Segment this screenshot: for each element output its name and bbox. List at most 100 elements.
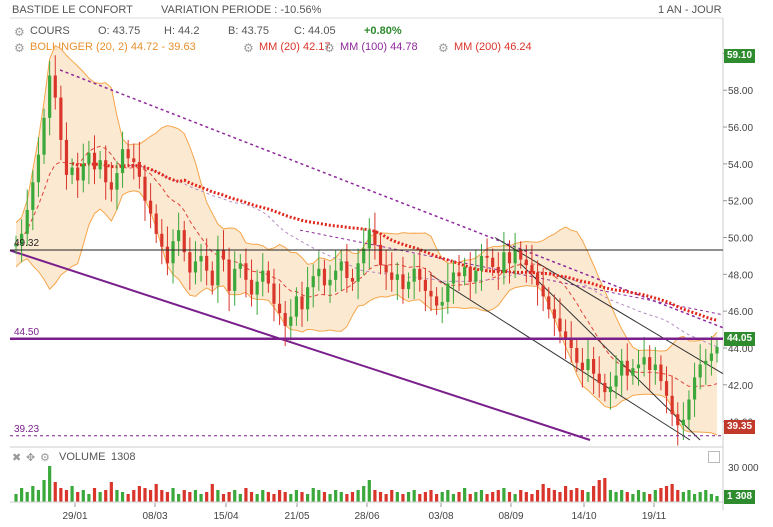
candle-body <box>143 176 147 201</box>
volume-bar <box>698 492 702 502</box>
close-icon[interactable]: ✖ <box>12 452 22 464</box>
candle-body <box>31 182 35 210</box>
indicator-legend: ⚙ BOLLINGER (20, 2) 44.72 - 39.63 ⚙ MM (… <box>0 41 730 57</box>
candle-body <box>221 250 226 260</box>
price-legend: ⚙ COURS O: 43.75 H: 44.2 B: 43.75 C: 44.… <box>0 25 730 41</box>
y-tick-label: 52.00 <box>728 197 753 208</box>
candle-body <box>378 244 383 266</box>
candle-body <box>373 230 377 245</box>
candle-body <box>664 381 669 396</box>
candle-body <box>412 268 416 282</box>
move-icon[interactable]: ✥ <box>26 452 36 464</box>
volume-bar <box>255 494 259 502</box>
candle-body <box>642 357 646 365</box>
volume-bar <box>92 488 97 502</box>
bollinger-bands <box>15 44 718 436</box>
candle-body <box>48 75 52 118</box>
candle-body <box>631 368 635 376</box>
candle-body <box>608 386 613 393</box>
bollinger-lower <box>15 190 718 436</box>
volume-bar <box>289 494 293 502</box>
bollinger-label: BOLLINGER (20, 2) 44.72 - 39.63 <box>30 41 196 53</box>
volume-bar <box>704 490 708 502</box>
candle-body <box>261 270 265 282</box>
gear-icon[interactable]: ⚙ <box>324 41 335 55</box>
candle-body <box>502 252 506 273</box>
candle-body <box>20 233 24 245</box>
candle-body <box>115 173 119 190</box>
volume-bar <box>182 490 186 502</box>
volume-value: 1308 <box>111 451 136 463</box>
gear-icon[interactable]: ⚙ <box>243 41 254 55</box>
candle-body <box>429 290 433 297</box>
candle-body <box>339 261 343 271</box>
candle-body <box>636 364 641 369</box>
volume-bar <box>221 494 226 502</box>
volume-bar <box>474 492 478 502</box>
volume-bar <box>199 494 203 502</box>
candle-body <box>277 303 282 313</box>
candle-body <box>132 158 136 163</box>
candle-body <box>188 252 192 273</box>
candle-body <box>216 250 220 286</box>
panel-toggle[interactable] <box>708 451 720 463</box>
volume-bar <box>401 494 405 502</box>
candle-body <box>244 263 248 280</box>
volume-bar <box>631 494 635 502</box>
x-tick-label: 15/04 <box>213 511 238 522</box>
candle-body <box>547 296 551 310</box>
candle-body <box>300 296 304 310</box>
volume-bar <box>390 490 394 502</box>
gear-icon[interactable]: ⚙ <box>14 25 25 39</box>
candle-body <box>496 266 500 273</box>
candle-body <box>586 359 590 371</box>
candle-body <box>552 309 556 319</box>
volume-bar <box>188 492 192 502</box>
candle-body <box>362 248 366 264</box>
volume-bar <box>681 492 685 502</box>
candle-body <box>463 266 467 277</box>
candle-body <box>137 162 141 177</box>
volume-bar <box>653 490 657 502</box>
period-selector[interactable]: 1 AN - JOUR <box>658 4 722 16</box>
volume-bar <box>569 490 573 502</box>
volume-bar <box>575 488 579 502</box>
volume-bar <box>418 494 422 502</box>
volume-bar <box>42 480 46 502</box>
volume-bar <box>31 486 35 502</box>
cours-label: COURS <box>30 25 70 37</box>
candle-body <box>614 375 618 387</box>
close-value: C: 44.05 <box>294 25 336 37</box>
candle-body <box>171 241 175 264</box>
candle-body <box>704 360 708 365</box>
candle-body <box>350 278 355 282</box>
volume-bar <box>367 480 371 502</box>
candle-body <box>322 268 327 286</box>
candle-body <box>311 276 315 288</box>
candle-body <box>205 255 209 271</box>
volume-bar <box>664 486 669 502</box>
gear-icon[interactable]: ⚙ <box>438 41 449 55</box>
candle-body <box>148 200 153 214</box>
candle-body <box>25 209 29 234</box>
candle-body <box>160 233 164 247</box>
candle-body <box>687 399 691 420</box>
gear-icon[interactable]: ⚙ <box>14 41 25 55</box>
mm100-label: MM (100) 44.78 <box>340 41 418 53</box>
candle-body <box>266 270 270 284</box>
gear-icon[interactable]: ⚙ <box>40 452 50 464</box>
volume-bar <box>485 494 489 502</box>
grid <box>10 17 724 510</box>
candle-body <box>401 274 405 290</box>
candle-body <box>507 252 512 264</box>
volume-bar <box>339 492 343 502</box>
candles <box>14 55 719 446</box>
volume-bar <box>328 494 332 502</box>
volume-bar <box>648 494 652 502</box>
volume-bar <box>620 490 624 502</box>
candle-body <box>317 268 321 277</box>
volume-bar <box>446 490 450 502</box>
candle-body <box>367 230 371 249</box>
volume-bar <box>552 490 556 502</box>
